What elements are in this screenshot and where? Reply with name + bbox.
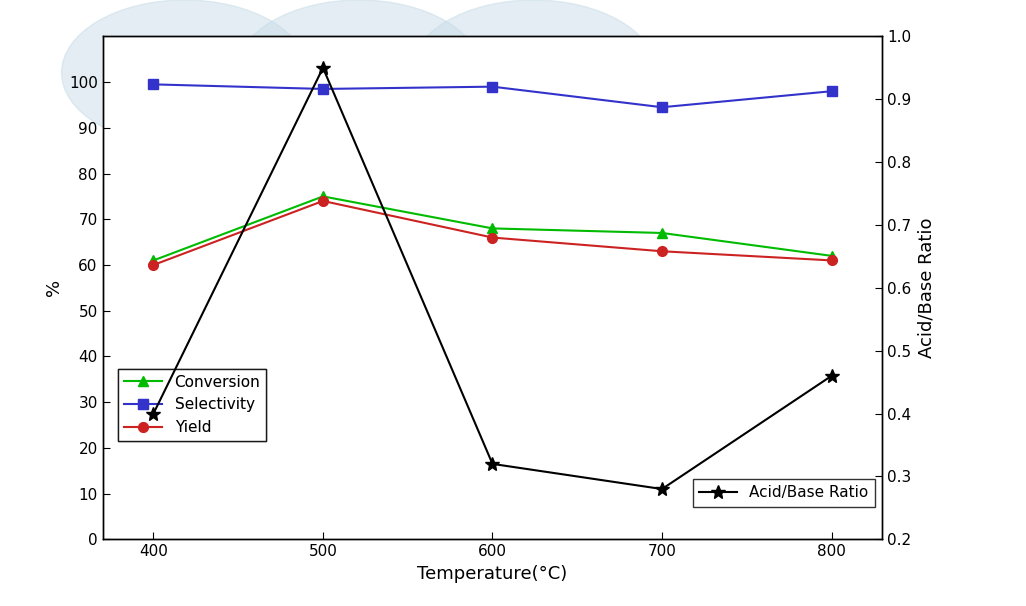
Acid/Base Ratio [486, 461, 499, 468]
Line: Acid/Base Ratio: Acid/Base Ratio [147, 61, 838, 496]
Selectivity [486, 83, 499, 90]
Yield [825, 257, 837, 264]
Conversion [486, 225, 499, 232]
X-axis label: Temperature(°C): Temperature(°C) [418, 565, 567, 583]
Selectivity [825, 88, 837, 95]
Selectivity [656, 104, 668, 111]
Yield [656, 248, 668, 255]
Acid/Base Ratio [825, 372, 837, 379]
Line: Yield: Yield [149, 196, 836, 270]
Y-axis label: Acid/Base Ratio: Acid/Base Ratio [917, 218, 935, 358]
Acid/Base Ratio [317, 64, 329, 72]
Acid/Base Ratio [656, 485, 668, 493]
Y-axis label: %: % [45, 279, 64, 296]
Yield [148, 261, 160, 268]
Acid/Base Ratio [148, 410, 160, 417]
Legend: Conversion, Selectivity, Yield: Conversion, Selectivity, Yield [118, 368, 267, 441]
Conversion [656, 229, 668, 236]
Circle shape [236, 0, 482, 145]
Yield [317, 198, 329, 205]
Selectivity [148, 81, 160, 88]
Selectivity [317, 85, 329, 93]
Circle shape [62, 0, 308, 145]
Line: Conversion: Conversion [149, 191, 836, 265]
Conversion [825, 252, 837, 259]
Line: Selectivity: Selectivity [149, 79, 836, 112]
Conversion [148, 257, 160, 264]
Conversion [317, 193, 329, 200]
Yield [486, 234, 499, 241]
Circle shape [410, 0, 657, 145]
Legend: Acid/Base Ratio: Acid/Base Ratio [693, 479, 875, 507]
